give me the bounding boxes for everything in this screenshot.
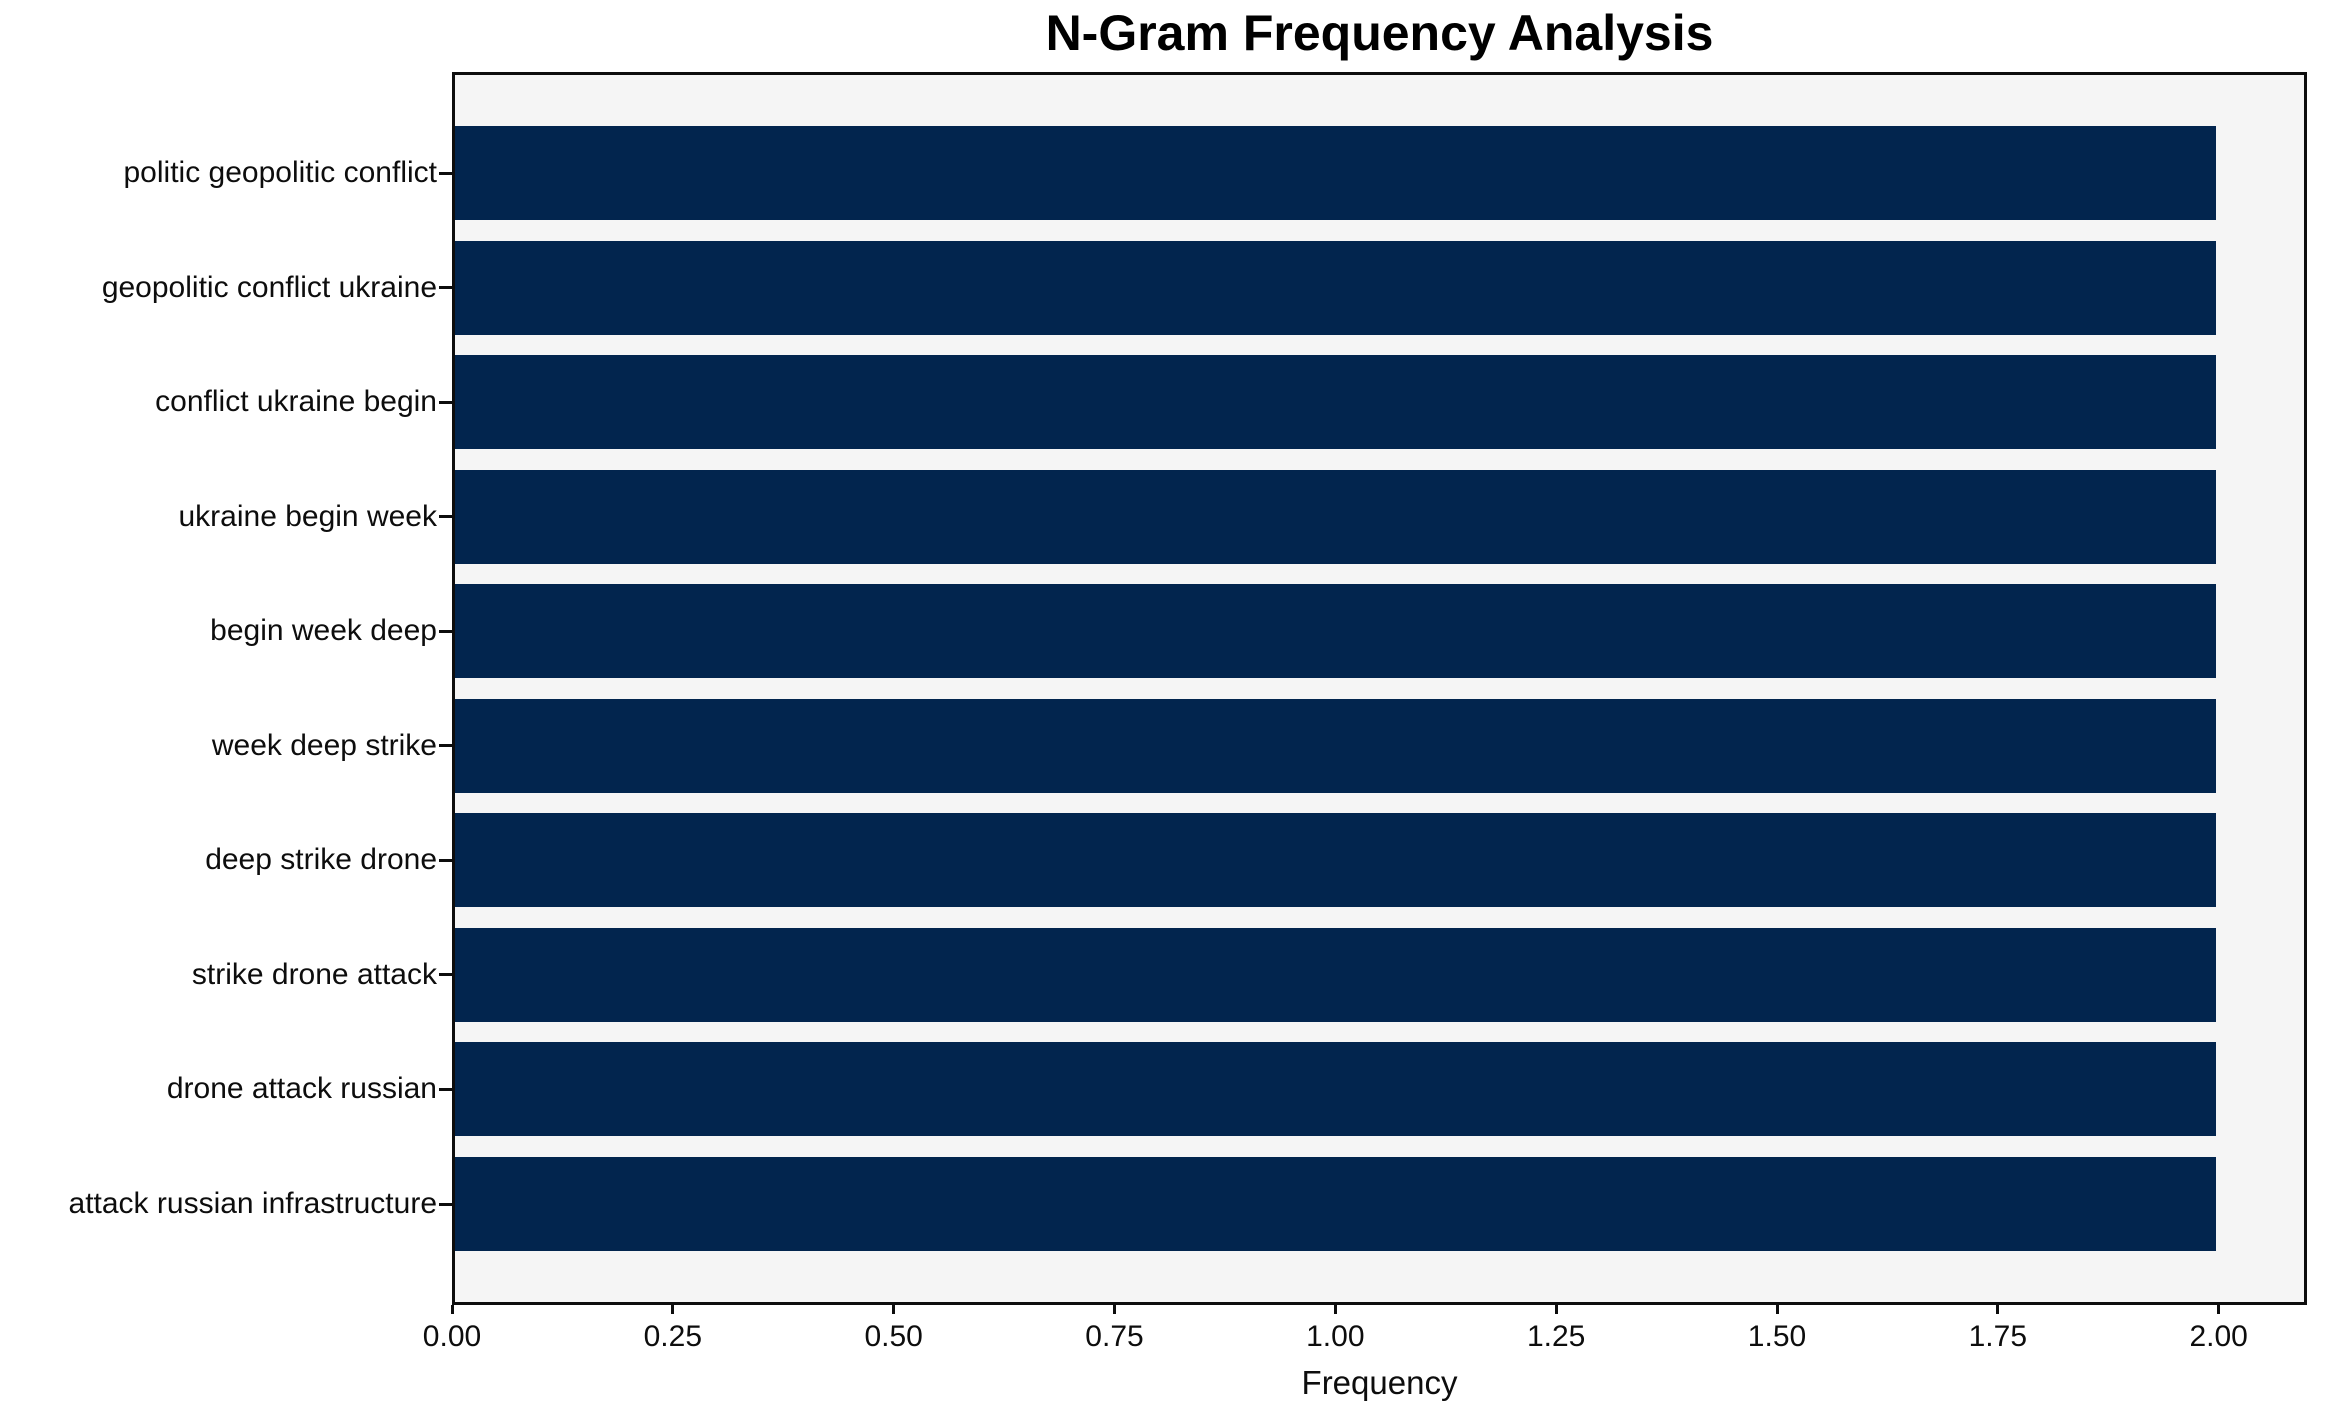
y-tick-label: strike drone attack <box>191 957 437 991</box>
x-tick-label: 2.00 <box>2189 1320 2248 1353</box>
x-tick-label: 1.50 <box>1747 1320 1807 1353</box>
x-tick-mark <box>1113 1305 1116 1314</box>
x-tick-label: 0.50 <box>864 1320 923 1353</box>
x-tick-mark <box>2217 1305 2221 1314</box>
x-tick-label: 1.00 <box>1306 1320 1365 1353</box>
y-tick-mark <box>439 515 452 519</box>
x-axis-title: Frequency <box>1301 1364 1458 1401</box>
bar <box>455 469 2216 564</box>
x-tick-mark <box>892 1305 896 1314</box>
x-tick-mark <box>1775 1305 1779 1314</box>
y-tick-label: conflict ukraine begin <box>155 385 437 419</box>
y-tick-mark <box>439 629 452 633</box>
y-tick-label: deep strike drone <box>205 843 437 877</box>
bar <box>455 1157 2216 1251</box>
y-tick-mark <box>439 1087 452 1091</box>
x-tick-label: 0.25 <box>643 1320 703 1353</box>
x-tick-mark <box>1333 1305 1337 1314</box>
y-tick-label: drone attack russian <box>166 1072 437 1106</box>
y-tick-mark <box>439 973 452 977</box>
x-tick-label: 0.75 <box>1085 1320 1144 1353</box>
x-tick-label: 1.75 <box>1968 1320 2028 1353</box>
y-tick-mark <box>439 858 452 862</box>
bar <box>455 927 2216 1022</box>
bar <box>455 584 2216 679</box>
bar <box>455 355 2216 450</box>
x-tick-mark <box>1554 1305 1558 1314</box>
bar <box>455 698 2216 793</box>
x-tick-mark <box>671 1305 675 1314</box>
y-tick-mark <box>439 400 452 404</box>
x-tick-label: 0.00 <box>422 1320 482 1353</box>
y-tick-mark <box>439 1202 452 1206</box>
y-tick-mark <box>439 744 452 748</box>
bar <box>455 126 2216 220</box>
plot-area <box>452 72 2307 1305</box>
y-tick-label: ukraine begin week <box>178 499 437 533</box>
x-tick-mark <box>450 1305 454 1314</box>
y-tick-label: week deep strike <box>211 728 437 762</box>
bar <box>455 240 2216 335</box>
x-tick-mark <box>1996 1305 2000 1314</box>
y-tick-label: geopolitic conflict ukraine <box>101 270 437 304</box>
y-tick-label: politic geopolitic conflict <box>123 156 438 189</box>
y-tick-mark <box>439 286 452 290</box>
y-tick-mark <box>439 171 452 175</box>
chart-title: N-Gram Frequency Analysis <box>1045 5 1714 61</box>
bar <box>455 813 2216 908</box>
bar <box>455 1042 2216 1137</box>
y-tick-label: attack russian infrastructure <box>68 1187 437 1220</box>
y-tick-label: begin week deep <box>210 614 437 648</box>
x-tick-label: 1.25 <box>1526 1320 1586 1353</box>
